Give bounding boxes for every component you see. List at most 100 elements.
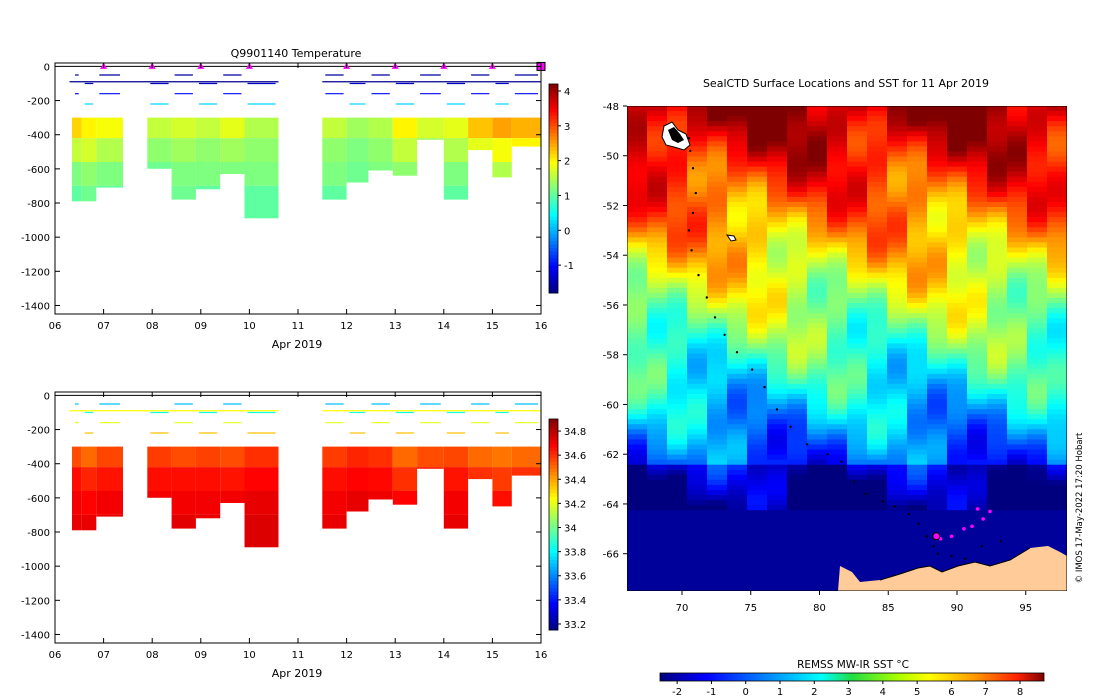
sst-cell	[1007, 419, 1028, 425]
temp-profile-cell	[468, 117, 493, 139]
colorbar-segment	[549, 542, 558, 546]
sst-cell	[747, 363, 768, 370]
sst-cell	[647, 318, 668, 324]
sst-cell	[787, 575, 808, 582]
sst-cell	[687, 479, 708, 486]
colorbar-segment	[549, 195, 558, 200]
sst-cell	[827, 439, 848, 446]
sst-cell	[747, 464, 768, 471]
sst-cell	[1027, 196, 1048, 203]
sst-cell	[907, 262, 928, 269]
sst-cell	[667, 323, 688, 329]
sst-cell	[887, 141, 908, 148]
sst-cell	[987, 439, 1008, 446]
sst-cell	[867, 479, 888, 486]
sst-cell	[707, 161, 728, 168]
sst-cell	[987, 282, 1008, 289]
sst-cell	[927, 358, 948, 365]
sst-cell	[747, 161, 768, 168]
sst-cell	[787, 404, 808, 410]
sal-profile-cell	[346, 491, 369, 512]
colorbar-segment	[549, 485, 558, 490]
sst-cell	[1007, 404, 1028, 410]
colorbar-tick-label: 2	[564, 157, 570, 168]
sst-cell	[827, 525, 848, 531]
sst-cell	[747, 227, 768, 233]
recent-location	[981, 517, 985, 521]
sst-cell	[787, 181, 808, 188]
sst-cell	[687, 575, 708, 582]
sst-cell	[727, 287, 748, 294]
sst-cell	[787, 252, 808, 259]
sst-cell	[627, 287, 648, 294]
sst-cell	[1007, 247, 1028, 254]
sst-cell	[687, 363, 708, 370]
sst-cell	[867, 505, 888, 511]
sst-cell	[807, 333, 828, 339]
sst-cell	[667, 282, 688, 289]
sst-cell	[1007, 272, 1028, 279]
colorbar-segment	[549, 510, 558, 515]
sst-cell	[907, 495, 928, 501]
sal-profile-cell	[492, 467, 512, 491]
sst-cell	[727, 202, 748, 208]
sst-cell	[767, 252, 788, 259]
sst-cell	[727, 459, 748, 466]
sst-cell	[647, 388, 668, 395]
sst-cell	[687, 333, 708, 339]
sst-cell	[1007, 333, 1028, 339]
sst-cell	[807, 469, 828, 476]
sst-cell	[687, 394, 708, 400]
sst-cell	[807, 419, 828, 425]
colorbar-frame	[548, 418, 559, 631]
sst-cell	[667, 378, 688, 385]
sst-cell	[927, 247, 948, 254]
sst-cell	[627, 308, 648, 314]
sst-colorbar-tick-label: 1	[777, 687, 783, 698]
credit-text: © IMOS 17-May-2022 17:20 Hobart	[1075, 432, 1085, 583]
sst-cell	[667, 191, 688, 198]
sst-cell	[667, 348, 688, 355]
sst-cell	[787, 196, 808, 203]
sst-cell	[927, 419, 948, 425]
sst-cell	[927, 368, 948, 375]
sst-cell	[887, 484, 908, 491]
sst-cell	[927, 520, 948, 526]
sst-cell	[867, 141, 888, 148]
sst-cell	[727, 131, 748, 137]
sst-cell	[987, 515, 1008, 521]
sst-cell	[627, 181, 648, 188]
colorbar-segment	[549, 563, 558, 568]
sst-cell	[627, 282, 648, 289]
sst-cell	[887, 181, 908, 188]
sst-cell	[827, 444, 848, 451]
sst-cell	[847, 414, 868, 420]
sst-cell	[707, 252, 728, 259]
sst-cell	[747, 191, 768, 198]
sst-cell	[687, 484, 708, 491]
sst-cell	[647, 545, 668, 552]
sst-cell	[847, 272, 868, 279]
sst-cell	[787, 545, 808, 552]
sst-cell	[627, 171, 648, 178]
sal-profile-cell	[147, 446, 172, 468]
sst-cell	[707, 429, 728, 435]
sst-cell	[947, 510, 968, 516]
sst-cell	[1007, 242, 1028, 249]
sst-cell	[827, 454, 848, 461]
sst-cell	[727, 429, 748, 435]
colorbar-segment	[549, 503, 558, 508]
sst-cell	[1047, 414, 1067, 420]
sst-cell	[1007, 257, 1028, 264]
sst-cell	[767, 348, 788, 355]
sst-cell	[1027, 424, 1048, 430]
sst-cell	[767, 439, 788, 446]
sst-cell	[1047, 181, 1067, 188]
sst-cell	[827, 232, 848, 238]
sst-cell	[867, 540, 888, 547]
sst-cell	[1027, 262, 1048, 269]
sst-cell	[727, 368, 748, 375]
colorbar-segment	[549, 272, 558, 276]
sst-cell	[827, 106, 848, 112]
sst-cell	[787, 106, 808, 112]
